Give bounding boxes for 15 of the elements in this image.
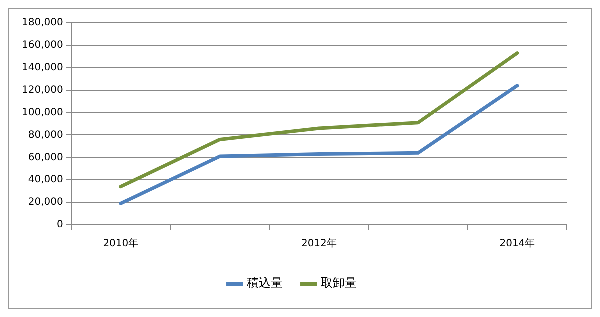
y-tick-label: 80,000 xyxy=(28,130,64,141)
y-tick-label: 180,000 xyxy=(22,18,64,29)
y-tick-label: 0 xyxy=(56,220,64,231)
legend-label: 取卸量 xyxy=(321,276,357,290)
x-tick-label: 2012年 xyxy=(301,238,337,250)
y-tick-label: 40,000 xyxy=(28,174,64,186)
y-tick-label: 100,000 xyxy=(22,107,64,118)
y-tick-label: 160,000 xyxy=(22,40,64,52)
x-tick-label: 2014年 xyxy=(500,238,536,250)
legend-label: 積込量 xyxy=(247,276,283,290)
y-tick-label: 60,000 xyxy=(28,152,64,164)
y-tick-label: 140,000 xyxy=(22,62,64,74)
y-tick-label: 120,000 xyxy=(22,84,64,96)
x-tick-label: 2010年 xyxy=(103,238,139,250)
y-tick-label: 20,000 xyxy=(28,197,64,208)
